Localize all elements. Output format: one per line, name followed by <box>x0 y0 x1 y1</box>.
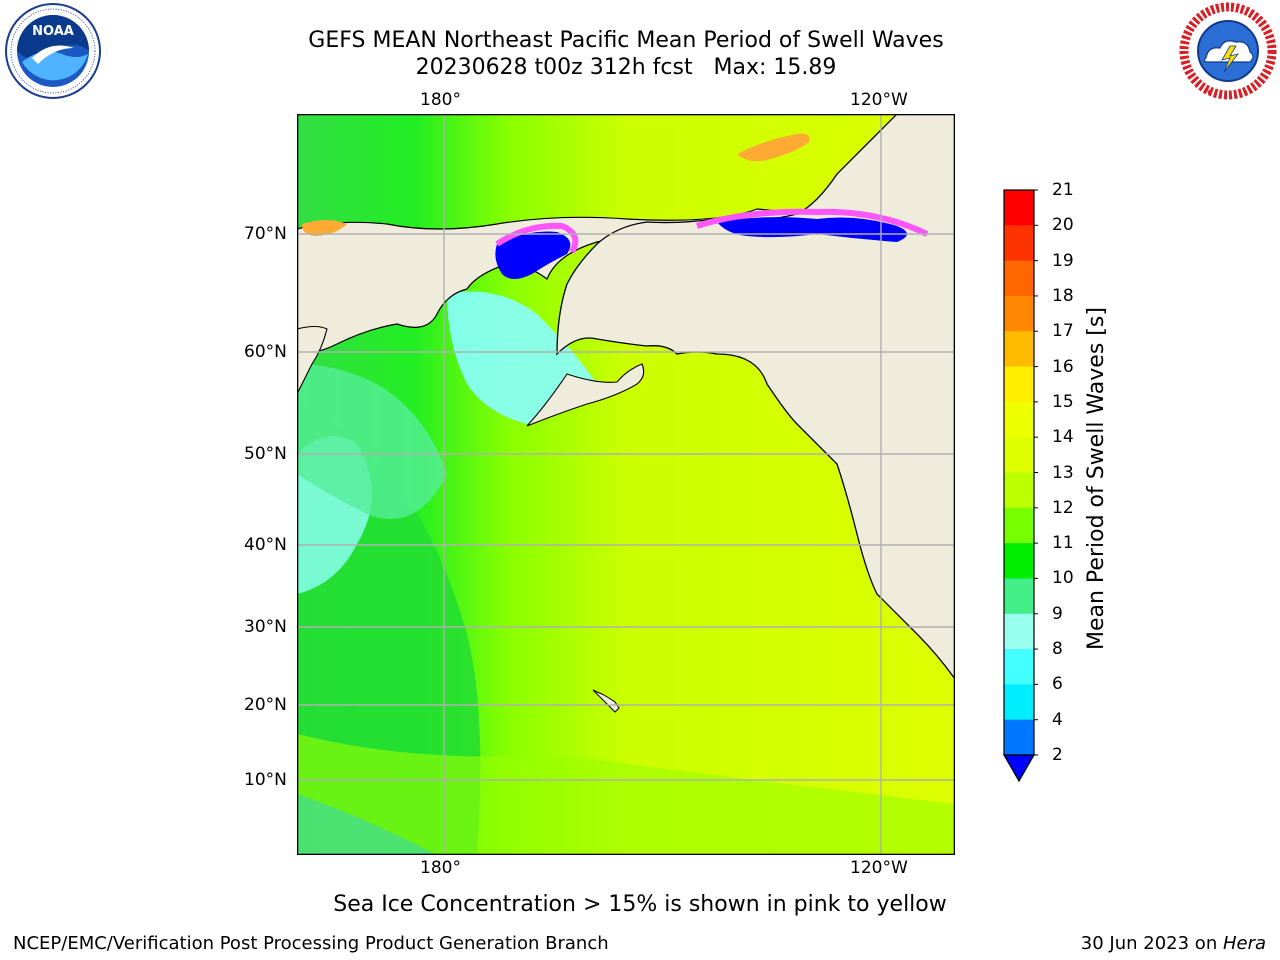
colorbar-tick-label: 14 <box>1052 427 1074 448</box>
colorbar-segment <box>1004 613 1034 650</box>
ocean-band-sw <box>297 794 437 855</box>
colorbar-segment <box>1004 684 1034 721</box>
lat-tick-50n: 50°N <box>244 444 287 464</box>
sea-ice-note: Sea Ice Concentration > 15% is shown in … <box>333 892 947 917</box>
land-kamchatka <box>296 325 328 395</box>
colorbar-segment <box>1004 472 1034 509</box>
colorbar-segment <box>1004 190 1034 226</box>
footer-date: 30 Jun 2023 on Hera <box>1081 933 1266 955</box>
lat-tick-30n: 30°N <box>244 617 287 637</box>
colorbar-tick-label: 15 <box>1052 391 1074 412</box>
colorbar-tick-label: 9 <box>1052 603 1063 624</box>
colorbar-segment <box>1004 543 1034 579</box>
colorbar-tick-label: 13 <box>1052 462 1074 483</box>
colorbar-extend-triangle <box>1002 754 1036 783</box>
ice-west-orange <box>302 220 347 236</box>
ice-beaufort-edge <box>696 208 929 237</box>
colorbar-segment <box>1004 578 1034 615</box>
nws-logo: ★ ★ <box>1178 2 1278 100</box>
lon-tick-bottom-120w: 120°W <box>850 858 908 878</box>
colorbar-label-wrap: Mean Period of Swell Waves [s] <box>1084 307 1124 650</box>
lat-tick-40n: 40°N <box>244 535 287 555</box>
ice-arctic-orange <box>737 133 810 162</box>
colorbar-tick-label: 6 <box>1052 674 1063 695</box>
ocean-band-south <box>297 734 955 855</box>
ice-chukchi <box>495 231 571 279</box>
colorbar-graphic <box>1002 189 1038 783</box>
colorbar-segment <box>1004 260 1034 297</box>
graticule <box>297 114 955 855</box>
lat-tick-60n: 60°N <box>244 342 287 362</box>
colorbar-segment <box>1004 331 1034 368</box>
footer-date-text: 30 Jun 2023 on <box>1080 933 1223 954</box>
map-panel <box>296 113 956 856</box>
colorbar-tick-label: 12 <box>1052 497 1074 518</box>
colorbar-tick-label: 16 <box>1052 356 1074 377</box>
colorbar-segment <box>1004 401 1034 438</box>
colorbar-segment <box>1004 719 1034 756</box>
footer-host: Hera <box>1222 933 1266 954</box>
colorbar-label: Mean Period of Swell Waves [s] <box>1084 307 1109 650</box>
land-north-america <box>556 113 956 682</box>
ice-beaufort <box>717 217 907 242</box>
colorbar-segment <box>1004 225 1034 262</box>
noaa-logo-text: NOAA <box>32 24 74 39</box>
colorbar-ticks: 21 20 19 18 17 16 15 14 13 12 11 10 9 8 6 4 2 <box>1052 180 1092 780</box>
colorbar-tick-label: 20 <box>1052 215 1074 236</box>
lon-tick-top-180: 180° <box>420 90 461 110</box>
colorbar-segment <box>1004 366 1034 403</box>
lat-tick-10n: 10°N <box>244 770 287 790</box>
colorbar-tick-label: 18 <box>1052 285 1074 306</box>
colorbar-segment <box>1004 437 1034 473</box>
lon-tick-bottom-180: 180° <box>420 858 461 878</box>
lat-tick-70n: 70°N <box>244 224 287 244</box>
colorbar-tick-label: 8 <box>1052 639 1063 660</box>
footer-credit: NCEP/EMC/Verification Post Processing Pr… <box>13 933 609 954</box>
svg-text:★: ★ <box>1206 88 1212 96</box>
colorbar-tick-label: 2 <box>1052 745 1063 765</box>
colorbar-tick-label: 4 <box>1052 709 1063 730</box>
colorbar-tick-label: 10 <box>1052 568 1074 589</box>
land-alaska-peninsula <box>526 363 645 427</box>
lon-tick-top-120w: 120°W <box>850 90 908 110</box>
map-canvas <box>296 113 956 856</box>
map-frame <box>296 113 956 856</box>
map-title: GEFS MEAN Northeast Pacific Mean Period … <box>308 28 944 53</box>
colorbar-tick-label: 11 <box>1052 533 1074 554</box>
map-subtitle: 20230628 t00z 312h fcst Max: 15.89 <box>415 55 837 80</box>
colorbar-segment <box>1004 649 1034 685</box>
colorbar-segment <box>1004 507 1034 544</box>
noaa-logo: NOAA <box>2 2 104 100</box>
land-hawaii <box>592 689 620 713</box>
colorbar-tick-label: 17 <box>1052 321 1074 342</box>
svg-text:★: ★ <box>1242 88 1248 96</box>
colorbar-tick-label: 21 <box>1052 180 1074 200</box>
colorbar-segment <box>1004 295 1034 332</box>
lat-tick-20n: 20°N <box>244 695 287 715</box>
ocean-band-nw <box>297 364 447 519</box>
colorbar <box>1002 188 1038 784</box>
colorbar-tick-label: 19 <box>1052 250 1074 271</box>
